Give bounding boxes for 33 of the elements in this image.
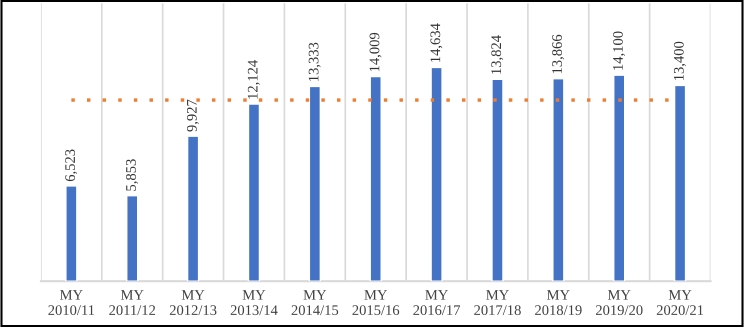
data-label: 13,333 (308, 42, 321, 81)
data-label: 6,523 (65, 150, 78, 182)
data-label: 13,400 (674, 42, 686, 80)
x-tick-label: MY 2016/17 (413, 290, 460, 316)
x-tick-label: MY 2010/11 (48, 290, 94, 316)
data-label: 14,100 (613, 32, 625, 70)
x-tick-label: MY 2018/19 (535, 290, 582, 316)
bar (308, 86, 322, 282)
x-tick-label: MY 2019/20 (596, 290, 643, 316)
x-tick-label: MY 2012/13 (170, 290, 216, 316)
x-tick-label: MY 2011/12 (109, 290, 156, 316)
bar (248, 103, 260, 282)
data-label: 9,927 (186, 100, 199, 132)
data-label: 12,124 (248, 60, 260, 99)
bar (126, 195, 138, 282)
x-tick-label: MY 2013/14 (230, 290, 278, 316)
bar (491, 78, 504, 282)
data-label: 13,866 (552, 34, 564, 74)
x-tick-label: MY 2020/21 (656, 290, 704, 316)
bar (370, 76, 382, 282)
bar (613, 74, 626, 282)
x-tick-label: MY 2017/18 (474, 290, 521, 316)
bar (552, 78, 565, 282)
bar (674, 84, 686, 282)
data-label: 14,009 (370, 32, 382, 72)
data-label: 5,853 (126, 159, 138, 191)
bar (186, 135, 200, 282)
x-tick-label: MY 2015/16 (352, 290, 400, 316)
bar (430, 66, 443, 282)
data-label: 14,634 (430, 23, 442, 62)
x-tick-label: MY 2014/15 (292, 290, 338, 316)
data-label: 13,824 (491, 35, 504, 74)
bar (65, 185, 78, 282)
